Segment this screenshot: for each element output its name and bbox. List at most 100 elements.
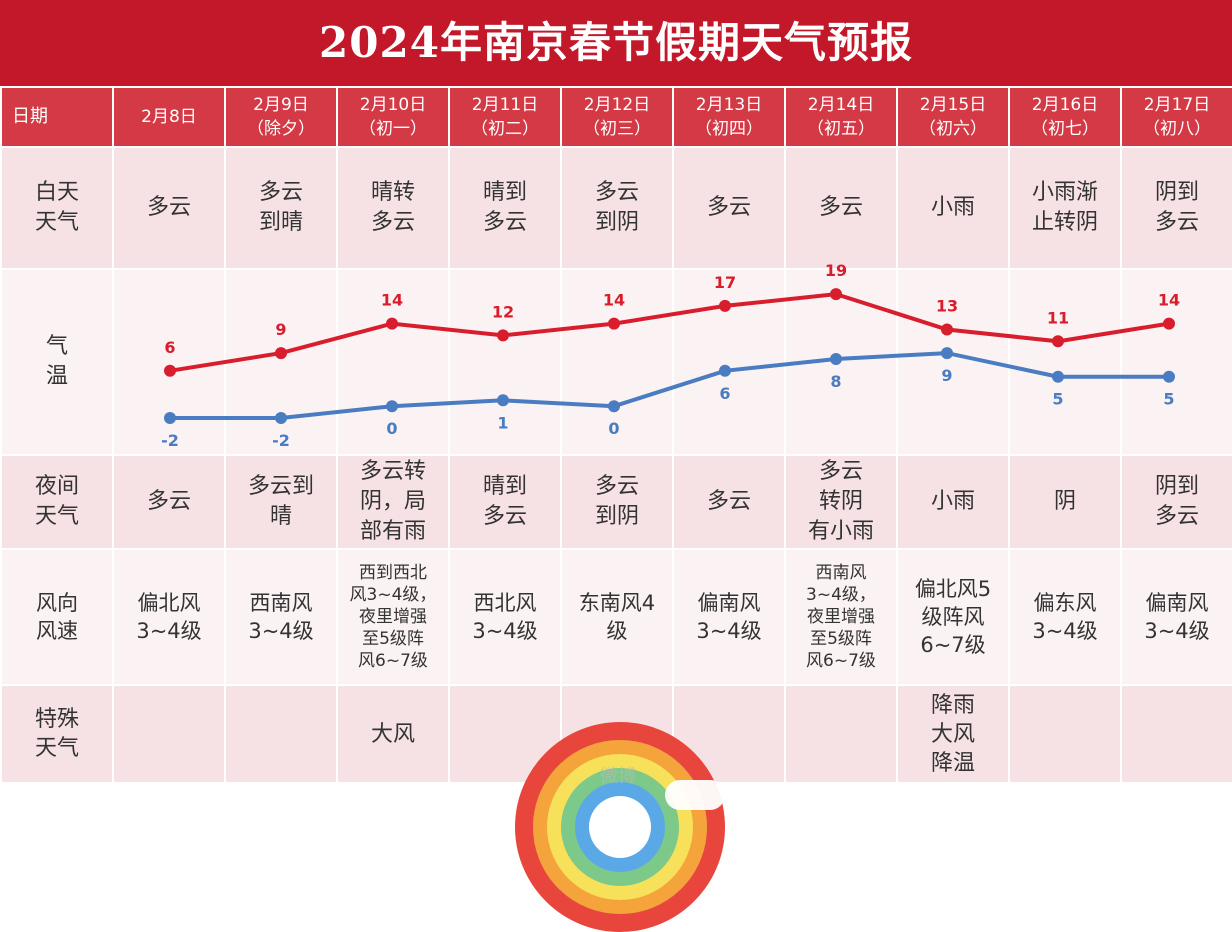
day-text: 多云 [482, 210, 527, 235]
wind-text: 3~4级 [248, 619, 314, 643]
row-label: 白天 天气 [2, 148, 112, 268]
date-text: 2月14日 [807, 95, 875, 115]
day-text: 多云 [706, 195, 751, 220]
day-text: 多云 [594, 180, 639, 205]
temp-cell [898, 270, 1008, 454]
wind-text: 至5级阵 [810, 629, 872, 649]
row-label-line: 风向 [36, 591, 78, 615]
night-text: 多云转 [359, 459, 426, 484]
row-label-line: 温 [45, 364, 68, 389]
wind-text: 西南风 [249, 591, 313, 615]
wind-cell: 东南风4 级 [562, 550, 672, 684]
wind-cell: 西南风 3~4级 [226, 550, 336, 684]
cloud-decoration [665, 780, 725, 810]
row-label: 风向 风速 [2, 550, 112, 684]
temp-cell [786, 270, 896, 454]
date-cell: 2月8日 [114, 88, 224, 146]
date-label: 日期 [2, 88, 112, 146]
wind-text: 级阵风 [921, 605, 985, 629]
rainbow-logo [515, 722, 725, 932]
temp-cell [226, 270, 336, 454]
night-cell: 多云转 阴，局 部有雨 [338, 456, 448, 548]
special-text: 降温 [930, 750, 975, 776]
night-text: 晴到 [482, 474, 527, 499]
day-cell: 多云 [674, 148, 784, 268]
date-cell: 2月12日 （初三） [562, 88, 672, 146]
day-text: 阴到 [1154, 180, 1199, 205]
date-cell: 2月9日 （除夕） [226, 88, 336, 146]
day-cell: 晴到 多云 [450, 148, 560, 268]
wind-text: 偏北风 [137, 591, 201, 615]
night-text: 多云到 [247, 474, 314, 499]
wind-row: 风向 风速 偏北风 3~4级 西南风 3~4级 西到西北 风3~4级， 夜里增强 至5级阵 风6~7… [2, 550, 1232, 684]
row-label: 气温 [2, 270, 112, 454]
wind-cell: 西南风 3~4级， 夜里增强 至5级阵 风6~7级 [786, 550, 896, 684]
night-text: 多云 [482, 504, 527, 529]
day-cell: 多云 到晴 [226, 148, 336, 268]
wind-text: 西北风 [473, 591, 537, 615]
wind-text: 东南风4 [578, 591, 656, 615]
night-text: 有小雨 [807, 519, 874, 544]
wind-text: 风3~4级， [349, 585, 437, 605]
date-cell: 2月13日 （初四） [674, 88, 784, 146]
day-text: 多云 [370, 210, 415, 235]
wind-text: 3~4级 [1144, 619, 1210, 643]
special-cell [1010, 686, 1120, 782]
temp-cell [674, 270, 784, 454]
wind-text: 3~4级， [806, 585, 876, 605]
page-title: 2024年南京春节假期天气预报 [0, 0, 1232, 86]
row-label-line: 风速 [36, 619, 78, 643]
row-label-line: 夜间 [34, 474, 79, 499]
night-cell: 多云 转阴 有小雨 [786, 456, 896, 548]
day-text: 到晴 [258, 210, 303, 235]
wind-cell: 偏东风 3~4级 [1010, 550, 1120, 684]
night-cell: 阴 [1010, 456, 1120, 548]
day-text: 晴到 [482, 180, 527, 205]
night-cell: 阴到 多云 [1122, 456, 1232, 548]
temp-cell [450, 270, 560, 454]
night-cell: 晴到 多云 [450, 456, 560, 548]
temp-cell [114, 270, 224, 454]
date-text: 2月10日 [359, 95, 427, 115]
wind-text: 偏南风 [697, 591, 761, 615]
temp-cell [562, 270, 672, 454]
date-cell: 2月11日 （初二） [450, 88, 560, 146]
night-text: 晴 [269, 504, 292, 529]
lunar-text: （初七） [1031, 119, 1099, 139]
night-cell: 多云 [674, 456, 784, 548]
day-text: 多云 [818, 195, 863, 220]
row-label-line: 天气 [34, 210, 79, 235]
special-cell [114, 686, 224, 782]
special-cell: 大风 [338, 686, 448, 782]
night-cell: 多云 [114, 456, 224, 548]
wind-text: 西南风 [815, 563, 867, 583]
special-cell [786, 686, 896, 782]
night-text: 多云 [706, 489, 751, 514]
lunar-text: （初二） [471, 119, 539, 139]
day-cell: 小雨渐 止转阴 [1010, 148, 1120, 268]
wind-cell: 西到西北 风3~4级， 夜里增强 至5级阵 风6~7级 [338, 550, 448, 684]
special-text: 降雨 [930, 692, 975, 718]
temp-cell [1122, 270, 1232, 454]
wind-cell: 偏北风 3~4级 [114, 550, 224, 684]
special-cell: 降雨 大风 降温 [898, 686, 1008, 782]
lunar-text: （初五） [807, 119, 875, 139]
wind-text: 偏北风5 [914, 577, 992, 601]
date-cell: 2月17日 （初八） [1122, 88, 1232, 146]
wind-cell: 偏南风 3~4级 [674, 550, 784, 684]
lunar-text: （初六） [919, 119, 987, 139]
row-label-line: 特殊 [34, 707, 79, 732]
special-text: 大风 [930, 721, 975, 747]
night-weather-row: 夜间 天气 多云 多云到晴多云转 阴，局 部有雨 晴到 多云 多云 到阴 多云 多云 转阴 有小雨 小雨阴阴… [2, 456, 1232, 548]
day-text: 小雨 [930, 195, 975, 220]
date-cell: 2月10日 （初一） [338, 88, 448, 146]
date-text: 2月16日 [1031, 95, 1099, 115]
wind-text: 至5级阵 [362, 629, 424, 649]
special-text: 大风 [370, 721, 415, 747]
temperature-row: 气温 [2, 270, 1232, 454]
wind-text: 3~4级 [136, 619, 202, 643]
lunar-text: （初一） [359, 119, 427, 139]
night-text: 部有雨 [359, 519, 426, 544]
night-text: 多云 [146, 489, 191, 514]
row-label: 夜间 天气 [2, 456, 112, 548]
